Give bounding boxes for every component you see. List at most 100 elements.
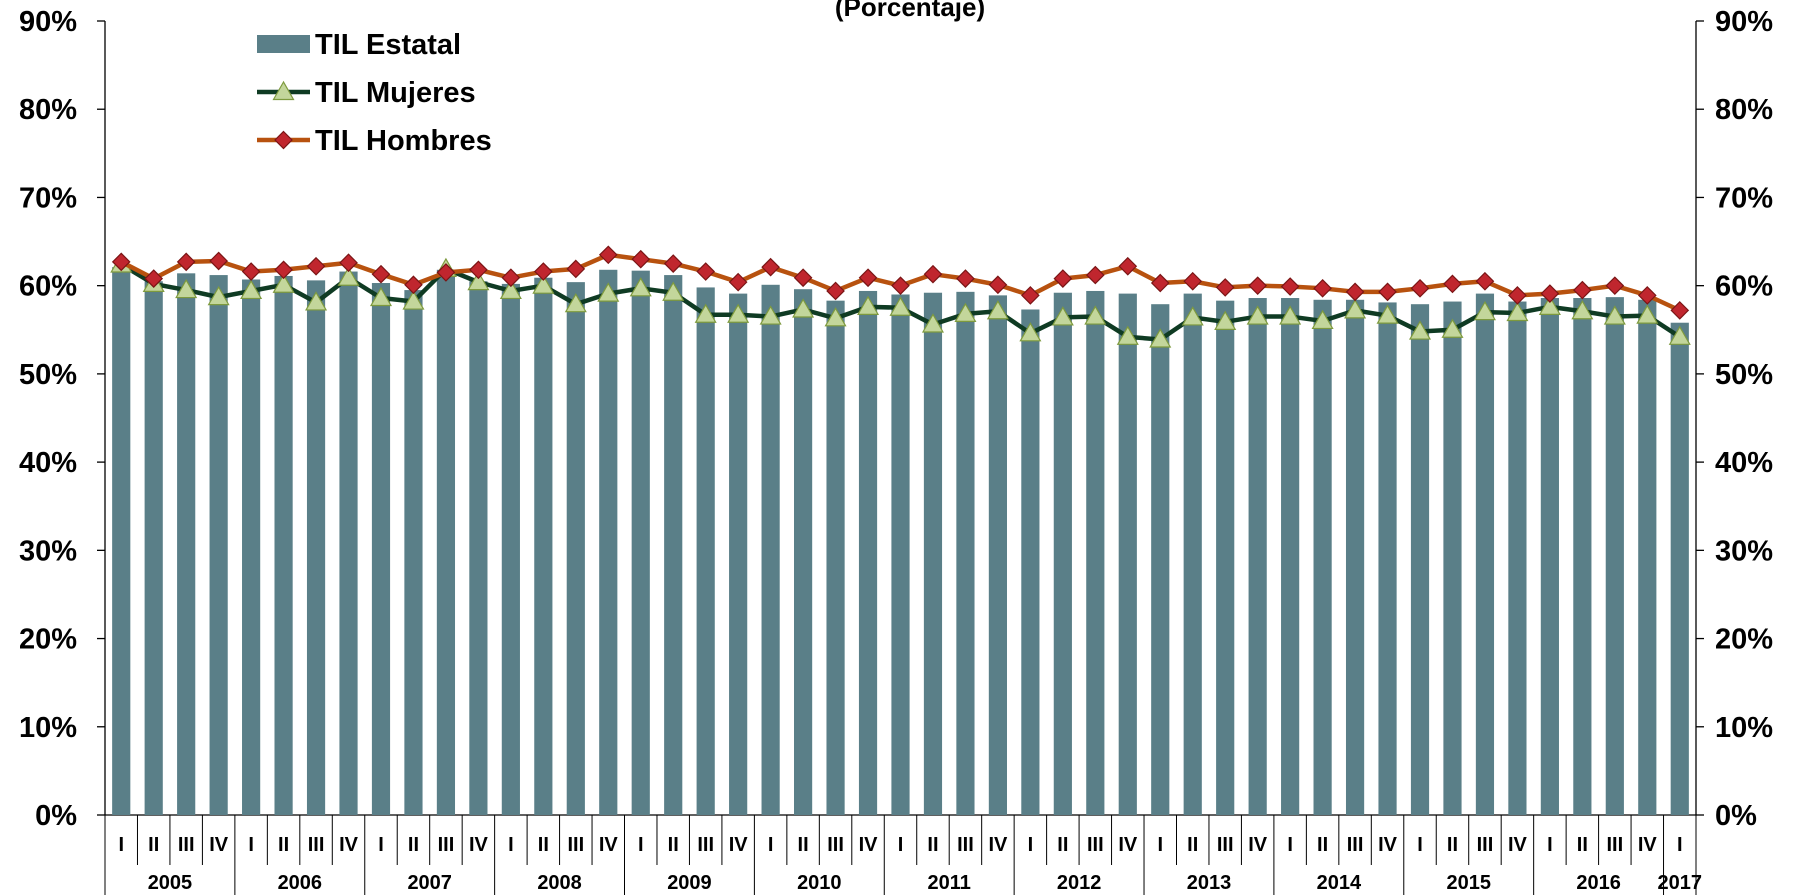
data-point: [1019, 322, 1042, 342]
y-tick-label-right: 90%: [1715, 6, 1773, 38]
data-point: [1441, 318, 1464, 338]
bar: [1248, 298, 1267, 815]
bars-layer: [112, 267, 1689, 816]
quarter-label: II: [278, 834, 289, 856]
data-point: [337, 266, 360, 286]
data-point: [1279, 305, 1302, 325]
bar: [891, 294, 910, 815]
quarter-label: IV: [859, 834, 879, 856]
quarter-label: IV: [339, 834, 359, 856]
data-point: [533, 262, 553, 281]
data-point: [404, 275, 423, 295]
bar: [599, 269, 618, 816]
legend-marker: [274, 130, 293, 150]
data-point: [176, 252, 196, 272]
data-point: [209, 251, 228, 271]
quarter-label: I: [1547, 834, 1553, 856]
data-point: [988, 275, 1008, 295]
data-point: [696, 262, 716, 281]
quarter-label: III: [697, 834, 714, 856]
legend-item: TIL Hombres: [257, 125, 492, 157]
bar: [664, 275, 683, 816]
quarter-label: II: [927, 834, 938, 856]
y-tick-label-right: 80%: [1715, 94, 1773, 126]
lines-layer: [110, 245, 1691, 348]
quarter-label: II: [1577, 834, 1588, 856]
quarter-label: IV: [1248, 834, 1268, 856]
data-point: [207, 285, 230, 306]
data-point: [631, 249, 651, 269]
bar: [956, 291, 975, 815]
quarter-label: I: [898, 834, 904, 856]
y-tick-label-left: 90%: [19, 6, 77, 38]
bar: [1216, 300, 1235, 816]
bar: [794, 289, 813, 815]
quarter-label: I: [1677, 834, 1683, 856]
bar: [1345, 299, 1365, 815]
data-point: [1280, 277, 1300, 296]
quarter-label: III: [1217, 834, 1234, 856]
data-point: [1116, 325, 1139, 345]
data-point: [956, 269, 975, 288]
data-point: [1183, 271, 1203, 291]
year-label: 2007: [407, 872, 452, 894]
data-point: [436, 263, 456, 282]
data-point: [1311, 309, 1334, 330]
data-point: [467, 270, 490, 291]
data-point: [1668, 325, 1691, 345]
quarter-label: II: [1317, 834, 1328, 856]
data-point: [1670, 301, 1690, 320]
data-point: [728, 272, 748, 292]
year-label: 2013: [1187, 872, 1232, 894]
data-point: [402, 290, 425, 310]
quarter-label: III: [1606, 834, 1623, 856]
year-label: 2012: [1057, 872, 1102, 894]
bar: [1508, 301, 1527, 816]
data-point: [759, 305, 782, 325]
quarter-label: IV: [209, 834, 229, 856]
bar: [1475, 293, 1495, 815]
data-point: [1214, 310, 1237, 330]
legend-swatch: [257, 35, 310, 53]
quarter-label: I: [118, 834, 124, 856]
quarter-label: III: [178, 834, 195, 856]
data-point: [1637, 286, 1657, 305]
y-tick-label-right: 50%: [1715, 359, 1773, 391]
data-point: [1475, 271, 1495, 291]
quarter-label: IV: [469, 834, 489, 856]
data-point: [469, 260, 488, 280]
data-point: [793, 268, 813, 288]
legend-item: TIL Mujeres: [257, 77, 476, 109]
data-point: [1538, 295, 1561, 315]
data-point: [144, 269, 164, 288]
quarter-label: II: [798, 834, 809, 856]
bar: [631, 270, 650, 815]
data-point: [1084, 305, 1107, 325]
data-point: [856, 295, 880, 315]
data-point: [501, 268, 521, 288]
quarter-label: II: [538, 834, 549, 856]
quarter-label: III: [308, 834, 325, 856]
bar: [306, 280, 326, 816]
bar: [1118, 293, 1137, 815]
data-point: [629, 277, 652, 297]
data-point: [598, 245, 618, 265]
year-label: 2010: [797, 872, 842, 894]
bar: [1573, 298, 1592, 815]
data-point: [566, 259, 586, 279]
bar: [274, 275, 293, 815]
data-point: [339, 253, 358, 273]
bar: [371, 283, 391, 815]
data-point: [662, 281, 685, 301]
data-point: [369, 286, 393, 307]
bar: [112, 267, 131, 815]
data-point: [858, 268, 878, 288]
data-point: [1118, 256, 1138, 276]
y-tick-label-left: 20%: [19, 624, 77, 656]
bar: [144, 281, 163, 815]
bar: [177, 273, 196, 815]
bar: [761, 284, 780, 816]
data-point: [1508, 286, 1527, 305]
y-tick-label-left: 0%: [35, 800, 77, 832]
quarter-label: I: [638, 834, 644, 856]
